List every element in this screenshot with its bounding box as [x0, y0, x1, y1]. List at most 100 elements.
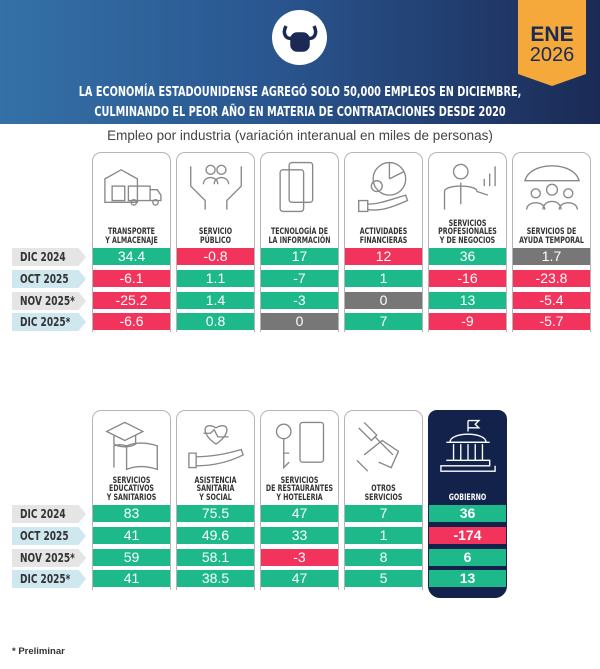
- footnote: * Preliminar: [12, 646, 65, 657]
- value-cell: 34.4: [93, 248, 170, 265]
- devices-icon: [278, 161, 313, 213]
- devices-icon: [261, 159, 338, 215]
- value-cell: -5.4: [513, 292, 590, 309]
- header-banner: ENE 2026 LA ECONOMÍA ESTADOUNIDENSE AGRE…: [0, 0, 600, 124]
- businessman-icon: [443, 163, 496, 210]
- umbrella-people-icon: [523, 165, 580, 210]
- row-label: NOV 2025*: [12, 549, 86, 567]
- value-cell: 13: [429, 292, 506, 309]
- value-cell: 83: [93, 505, 170, 522]
- businessman-icon: [429, 159, 506, 215]
- industry-name: TRANSPORTE Y ALMACENAJE: [105, 227, 158, 246]
- bull-fist-logo-icon: [282, 24, 317, 52]
- value-cell: 47: [261, 570, 338, 587]
- key-card-icon: [261, 417, 338, 473]
- row-label: OCT 2025: [12, 527, 86, 545]
- value-cell: 12: [345, 248, 422, 265]
- value-cell: 36: [429, 248, 506, 265]
- value-cell: 7: [345, 313, 422, 330]
- row-label-text: OCT 2025: [20, 272, 69, 286]
- value-cell: -9: [429, 313, 506, 330]
- value-cell: -6.6: [93, 313, 170, 330]
- graduation-book-icon: [93, 417, 170, 473]
- wrench-hand-icon: [355, 421, 399, 472]
- row-label-text: OCT 2025: [20, 529, 69, 543]
- industry-name: SERVICIOS DE AYUDA TEMPORAL: [519, 227, 584, 246]
- value-cell: 59: [93, 549, 170, 566]
- row-label-text: DIC 2025*: [20, 315, 71, 329]
- subtitle: Empleo por industria (variación interanu…: [107, 128, 493, 143]
- value-cell: 33: [261, 527, 338, 544]
- row-label-text: NOV 2025*: [20, 551, 75, 565]
- industry-name: SERVICIOS EDUCATIVOS Y SANITARIOS: [106, 475, 157, 503]
- value-cell: 7: [345, 505, 422, 522]
- row-label-text: NOV 2025*: [20, 294, 75, 308]
- value-cell: 1: [345, 270, 422, 287]
- row-label: DIC 2024: [12, 505, 86, 523]
- value-cell: -6.1: [93, 270, 170, 287]
- industry-name: SERVICIOS DE RESTAURANTES Y HOTELERIA: [265, 475, 334, 503]
- value-cell: -23.8: [513, 270, 590, 287]
- badge-year: 2026: [529, 44, 575, 66]
- value-cell: 75.5: [177, 505, 254, 522]
- warehouse-truck-icon: [103, 169, 162, 206]
- value-cell: 49.6: [177, 527, 254, 544]
- industry-name: SERVICIO PÚBLICO: [198, 227, 233, 246]
- government-building-icon: [429, 417, 506, 473]
- industry-card: GOBIERNO: [428, 410, 507, 598]
- value-cell: 17: [261, 248, 338, 265]
- row-label-text: DIC 2025*: [20, 572, 71, 586]
- headline-line-1: LA ECONOMÍA ESTADOUNIDENSE AGREGÓ SOLO 5…: [78, 84, 522, 100]
- value-cell: -7: [261, 270, 338, 287]
- value-cell: -16: [429, 270, 506, 287]
- value-cell: -3: [261, 292, 338, 309]
- wrench-hand-icon: [345, 417, 422, 473]
- heart-hand-icon: [187, 425, 244, 469]
- industry-name: ACTIVIDADES FINANCIERAS: [359, 227, 408, 246]
- value-cell: 0: [261, 313, 338, 330]
- value-cell: 0.8: [177, 313, 254, 330]
- value-cell: 36: [429, 505, 506, 522]
- row-label: DIC 2024: [12, 248, 86, 266]
- value-cell: 13: [429, 570, 506, 587]
- value-cell: 8: [345, 549, 422, 566]
- industry-name: OTROS SERVICIOS: [364, 484, 403, 503]
- row-label-text: DIC 2024: [20, 507, 66, 521]
- industry-name: TECNOLOGÍA DE LA INFORMACIÓN: [268, 227, 331, 246]
- value-cell: 47: [261, 505, 338, 522]
- hands-people-icon: [189, 164, 242, 210]
- value-cell: 1.7: [513, 248, 590, 265]
- row-label: DIC 2025*: [12, 570, 86, 588]
- industry-name: ASISTENCIA SANITARIA Y SOCIAL: [194, 475, 237, 503]
- value-cell: 1.1: [177, 270, 254, 287]
- hands-people-icon: [177, 159, 254, 215]
- government-building-icon: [439, 419, 496, 472]
- value-cell: 1: [345, 527, 422, 544]
- industry-name: SERVICIOS PROFESIONALES Y DE NEGOCIOS: [438, 218, 497, 246]
- headline: LA ECONOMÍA ESTADOUNIDENSE AGREGÓ SOLO 5…: [0, 82, 600, 122]
- value-cell: -174: [429, 527, 506, 544]
- umbrella-people-icon: [513, 159, 590, 215]
- graduation-book-icon: [104, 421, 158, 471]
- row-label: NOV 2025*: [12, 292, 86, 310]
- value-cell: -3: [261, 549, 338, 566]
- badge-month: ENE: [530, 23, 574, 46]
- key-card-icon: [275, 421, 324, 470]
- row-label-text: DIC 2024: [20, 250, 66, 264]
- value-cell: 6: [429, 549, 506, 566]
- row-label: DIC 2025*: [12, 313, 86, 331]
- date-badge: ENE 2026: [518, 0, 586, 86]
- value-cell: -0.8: [177, 248, 254, 265]
- value-cell: -25.2: [93, 292, 170, 309]
- value-cell: 41: [93, 570, 170, 587]
- value-cell: 41: [93, 527, 170, 544]
- industry-name: GOBIERNO: [448, 492, 487, 503]
- headline-line-2: CULMINANDO EL PEOR AÑO EN MATERIA DE CON…: [94, 104, 506, 120]
- logo: [272, 10, 327, 65]
- value-cell: 58.1: [177, 549, 254, 566]
- value-cell: 1.4: [177, 292, 254, 309]
- warehouse-truck-icon: [93, 159, 170, 215]
- value-cell: 5: [345, 570, 422, 587]
- finance-pie-icon: [345, 159, 422, 215]
- finance-pie-icon: [357, 161, 408, 213]
